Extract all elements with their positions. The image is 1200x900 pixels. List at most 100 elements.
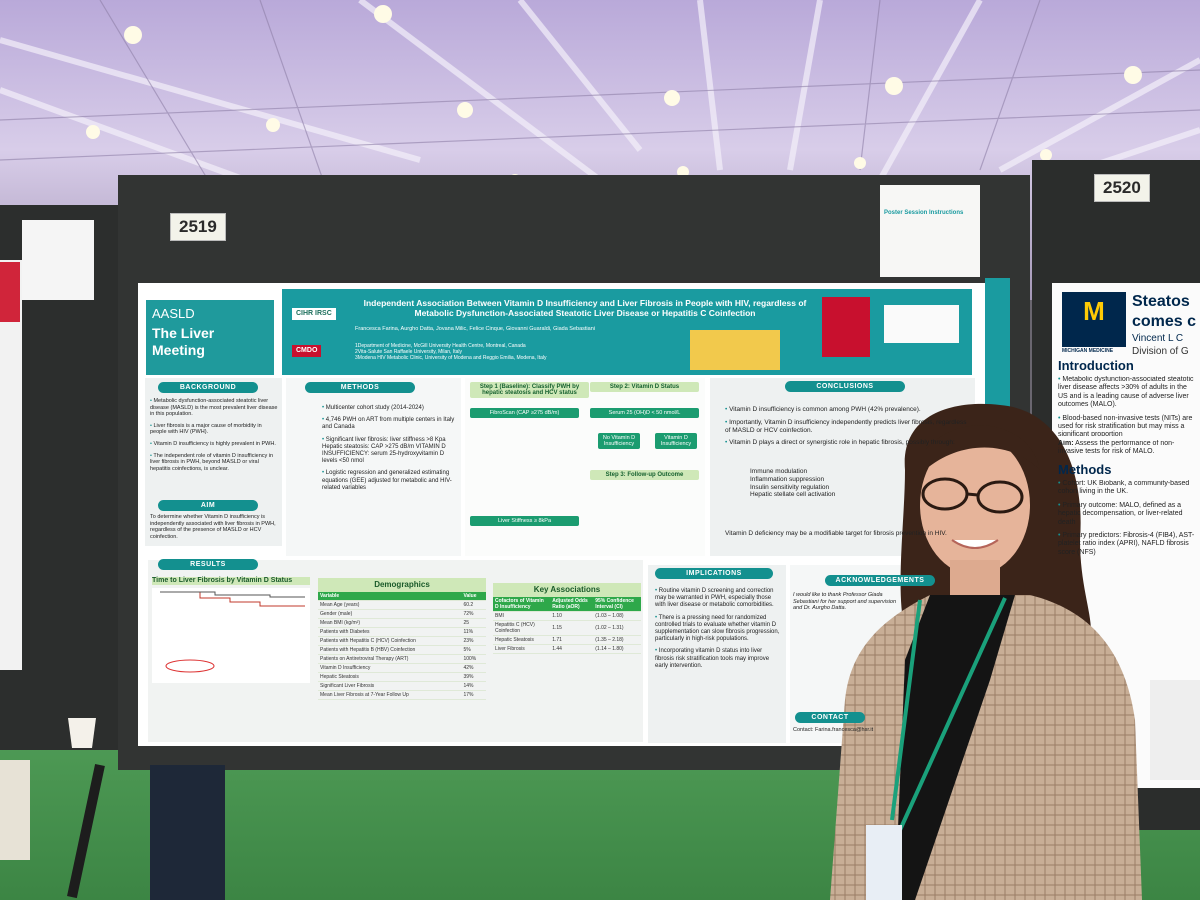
- km-annotation: [165, 659, 215, 673]
- right-brand: MICHIGAN MEDICINE: [1062, 348, 1114, 354]
- bullet: Routine vitamin D screening and correcti…: [655, 588, 780, 610]
- truss-lattice: [0, 0, 1200, 201]
- table-cell: Hepatitis C (HCV) Coinfection: [493, 620, 551, 636]
- fringe: [925, 425, 1040, 470]
- table-cell: Gender (male): [318, 609, 462, 619]
- section-heading: ACKNOWLEDGEMENTS: [825, 575, 935, 586]
- section-heading: METHODS: [305, 382, 415, 393]
- authors: Francesca Farina, Aurgho Datta, Jovana M…: [355, 326, 595, 332]
- table-cell: BMI: [493, 611, 551, 621]
- bullet: Primary outcome: MALO, defined as a hepa…: [1058, 502, 1198, 527]
- table-cell: 39%: [461, 672, 486, 682]
- visitor-leg: [0, 760, 30, 860]
- table-row: Patients on Antiretroviral Therapy (ART)…: [318, 654, 486, 664]
- section-heading: AIM: [158, 500, 258, 511]
- bullet: There is a pressing need for randomized …: [655, 615, 780, 644]
- table-row: Liver Fibrosis 1.44 (1.14 – 1.80): [493, 644, 641, 654]
- table-cell: 1.71: [550, 635, 594, 645]
- header-cell: Variable: [318, 591, 462, 601]
- funder: CIHR IRSC: [292, 308, 336, 321]
- board-number: 2519: [170, 213, 226, 241]
- logo-line1: AASLD: [152, 306, 195, 321]
- right-aim: Aim: Assess the performance of non-invas…: [1058, 440, 1198, 462]
- table-row: Mean Age (years) 60.2: [318, 600, 486, 610]
- table-cell: 1.10: [550, 611, 594, 621]
- table-cell: Patients with Hepatitis B (HBV) Coinfect…: [318, 645, 462, 655]
- table-row: BMI 1.10 (1.03 – 1.08): [493, 611, 641, 621]
- table-title: Demographics: [318, 578, 486, 592]
- table-cell: Significant Liver Fibrosis: [318, 681, 462, 691]
- table-cell: (1.03 – 1.08): [593, 611, 641, 621]
- table-cell: (1.02 – 1.31): [593, 620, 641, 636]
- table-cell: 100%: [461, 654, 486, 664]
- flow-step: Step 3: Follow-up Outcome: [590, 470, 699, 480]
- unimore-logo: [884, 305, 959, 343]
- affiliation: 1Department of Medicine, McGill Universi…: [355, 343, 526, 349]
- right-aim-text: Assess the performance of non-invasive t…: [1058, 440, 1175, 456]
- bullet: Multicenter cohort study (2014-2024): [322, 405, 457, 412]
- mechanisms-list: Immune modulation Inflammation suppressio…: [750, 468, 950, 499]
- implications-list: Routine vitamin D screening and correcti…: [655, 588, 780, 675]
- bullet: Logistic regression and generalized esti…: [322, 470, 457, 492]
- session-sheet-title: Poster Session Instructions: [884, 210, 964, 216]
- michigan-m: M: [1083, 296, 1105, 326]
- bullet: Cohort: UK Biobank, a community-based co…: [1058, 480, 1198, 497]
- trusses: [0, 0, 1200, 203]
- bullet: Blood-based non-invasive tests (NITs) ar…: [1058, 415, 1196, 436]
- table-cell: Hepatic Steatosis: [318, 672, 462, 682]
- km-curve-insufficient: [160, 591, 305, 607]
- table-cell: Patients with Diabetes: [318, 627, 462, 637]
- top: [895, 595, 1015, 900]
- background-list: Metabolic dysfunction-associated steatot…: [150, 398, 278, 477]
- section-heading: CONCLUSIONS: [785, 381, 905, 392]
- right-title: Steatos: [1132, 293, 1190, 310]
- side-tab: [985, 278, 1010, 408]
- table-row: Patients with Hepatitis C (HCV) Coinfect…: [318, 636, 486, 646]
- table-cell: Hepatic Steatosis: [493, 635, 551, 645]
- table-cell: 1.15: [550, 620, 594, 636]
- right-methods: Cohort: UK Biobank, a community-based co…: [1058, 480, 1198, 660]
- bullet: Significant liver fibrosis: liver stiffn…: [322, 437, 457, 466]
- bullet: Incorporating vitamin D status into live…: [655, 648, 780, 670]
- bullet: Vitamin D insufficiency is highly preval…: [150, 441, 278, 448]
- table-row: Mean BMI (kg/m²) 25: [318, 618, 486, 628]
- associations-table: Cofactors of Vitamin D Insufficiency Adju…: [493, 596, 641, 654]
- table-cell: Mean Liver Fibrosis at 7-Year Follow Up: [318, 690, 462, 700]
- bullet: Primary predictors: Fibrosis-4 (FIB4), A…: [1058, 532, 1198, 557]
- table-cell: Liver Fibrosis: [493, 644, 551, 654]
- right-aim-heading: Aim:: [1058, 440, 1074, 447]
- right-author: Vincent L C: [1132, 333, 1184, 344]
- smile: [951, 539, 999, 549]
- badge: [866, 825, 902, 900]
- right-subtitle: comes c: [1132, 313, 1197, 330]
- table-cell: 72%: [461, 609, 486, 619]
- right-intro: Metabolic dysfunction-associated steatot…: [1058, 376, 1196, 436]
- table-row: Mean Liver Fibrosis at 7-Year Follow Up 1…: [318, 690, 486, 700]
- table-row: Hepatitis C (HCV) Coinfection 1.15 (1.02 –…: [493, 620, 641, 636]
- right-division: Division of G: [1132, 346, 1189, 357]
- table-row: Patients with Hepatitis B (HBV) Coinfect…: [318, 645, 486, 655]
- bullet: Metabolic dysfunction-associated steatot…: [150, 398, 278, 418]
- contact-text: Contact: Farina.francesca@hsr.it: [793, 727, 874, 733]
- left-poster-edge: [0, 260, 22, 670]
- bullet: Importantly, Vitamin D insufficiency ind…: [725, 419, 970, 435]
- flow-box: Serum 25 (OH)D < 50 nmol/L: [590, 408, 699, 418]
- flow-box: FibroScan (CAP ≥275 dB/m): [470, 408, 579, 418]
- table-cell: 17%: [461, 690, 486, 700]
- table-row: Patients with Diabetes 11%: [318, 627, 486, 637]
- bullet: Liver fibrosis is a major cause of morbi…: [150, 423, 278, 436]
- section-heading: IMPLICATIONS: [655, 568, 773, 579]
- table-row: Hepatic Steatosis 39%: [318, 672, 486, 682]
- flow-box: Vitamin D Insufficiency: [655, 433, 697, 449]
- affiliation: 2Vita-Salute San Raffaele University, Mi…: [355, 349, 462, 355]
- table-cell: Patients with Hepatitis C (HCV) Coinfect…: [318, 636, 462, 646]
- table-row: Vitamin D Insufficiency 42%: [318, 663, 486, 673]
- table-title: Key Associations: [493, 583, 641, 597]
- logo-panel: [146, 300, 274, 375]
- section-heading: BACKGROUND: [158, 382, 258, 393]
- km-plot: [152, 588, 310, 683]
- table-row: Gender (male) 72%: [318, 609, 486, 619]
- methods-list: Multicenter cohort study (2014-2024) 4,74…: [322, 405, 457, 497]
- building-graphic: [690, 330, 780, 370]
